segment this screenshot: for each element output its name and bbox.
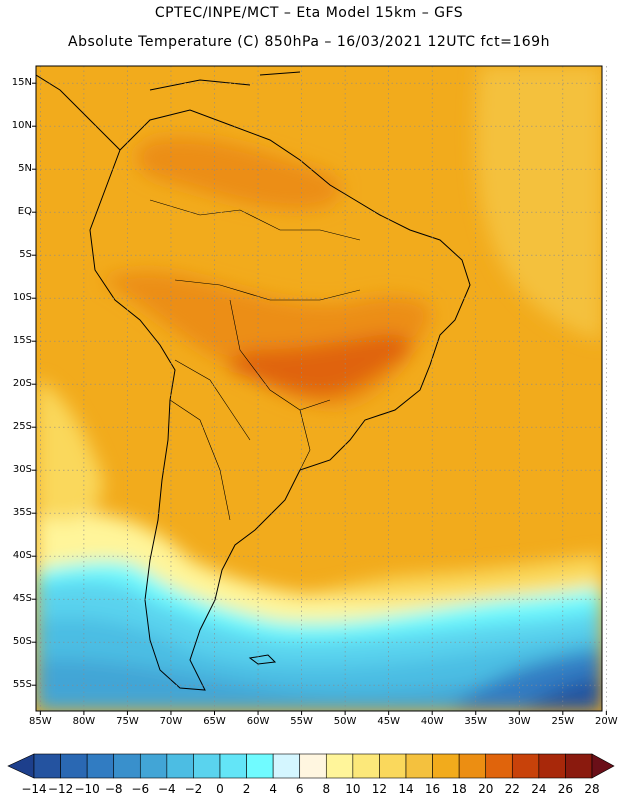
colorbar-label: 10: [345, 782, 361, 796]
colorbar-box: [565, 753, 593, 779]
lon-label: 55W: [290, 716, 313, 727]
title-line-2: Absolute Temperature (C) 850hPa – 16/03/…: [68, 34, 550, 50]
colorbar-label: 18: [451, 782, 467, 796]
lon-label: 50W: [333, 716, 357, 727]
colorbar-box: [405, 753, 433, 779]
colorbar-label: −2: [184, 782, 203, 796]
colorbar-label: 4: [269, 782, 277, 796]
lat-label: 15S: [12, 335, 32, 347]
colorbar-label: 6: [295, 782, 304, 796]
colorbar-box: [379, 753, 407, 779]
map-frame: [35, 65, 603, 712]
title-line-1: CPTEC/INPE/MCT – Eta Model 15km – GFS: [154, 5, 464, 21]
lon-label: 80W: [72, 716, 96, 727]
colorbar-label: 16: [424, 782, 441, 796]
colorbar-label: 28: [584, 782, 600, 796]
lon-label: 20W: [595, 716, 618, 727]
lon-label: 65W: [203, 716, 226, 727]
colorbar-box: [432, 753, 460, 779]
colorbar-label: −8: [104, 782, 123, 796]
lon-label: 45W: [377, 716, 400, 727]
colorbar-box: [113, 753, 141, 779]
country-borders: [149, 199, 361, 521]
colorbar: [7, 753, 615, 779]
colorbar-box: [166, 753, 194, 779]
lat-label: 5N: [18, 163, 32, 175]
colorbar-box: [272, 753, 301, 779]
colorbar-box: [299, 753, 327, 779]
colorbar-label: 8: [322, 782, 331, 796]
lat-label: 35S: [12, 507, 32, 519]
colorbar-box: [60, 753, 88, 779]
colorbar-label: −12: [47, 782, 74, 796]
lon-label: 35W: [464, 716, 488, 727]
colorbar-box: [33, 753, 61, 779]
colorbar-over-triangle: [591, 753, 615, 779]
lat-label: 50S: [12, 636, 32, 648]
lat-label: 55S: [12, 679, 32, 691]
colorbar-box: [538, 753, 566, 779]
colorbar-box: [219, 753, 247, 779]
colorbar-label: 14: [398, 782, 414, 796]
colorbar-box: [86, 753, 115, 779]
lat-label: 5S: [19, 249, 32, 261]
colorbar-label: 2: [242, 782, 251, 796]
lat-label: 10S: [12, 292, 32, 304]
colorbar-label: −6: [131, 782, 150, 796]
caribbean-islands: [149, 71, 301, 91]
colorbar-box: [193, 753, 221, 779]
colorbar-box: [485, 753, 513, 779]
axis-ticks: [32, 82, 607, 715]
lon-label: 60W: [246, 716, 270, 727]
colorbar-label: −14: [21, 782, 47, 796]
falkland-islands: [248, 654, 277, 665]
lon-label: 30W: [507, 716, 531, 727]
lon-label: 75W: [116, 716, 139, 727]
colorbar-box: [139, 753, 168, 779]
colorbar-label: −10: [74, 782, 100, 796]
lat-label: 15N: [11, 77, 32, 89]
colorbar-box: [246, 753, 274, 779]
colorbar-box: [511, 753, 540, 779]
colorbar-label: 0: [216, 782, 224, 796]
colorbar-under-triangle: [7, 753, 35, 779]
lon-label: 70W: [159, 716, 183, 727]
colorbar-label: 20: [478, 782, 494, 796]
colorbar-label: −4: [157, 782, 176, 796]
central-america-outline: [36, 74, 121, 151]
lat-label: 25S: [12, 421, 32, 433]
lat-label: EQ: [17, 206, 32, 218]
colorbar-box: [352, 753, 380, 779]
colorbar-box: [325, 753, 354, 779]
lat-label: 10N: [11, 120, 32, 132]
lat-label: 20S: [12, 378, 32, 390]
lat-label: 45S: [12, 593, 32, 605]
lat-label: 40S: [12, 550, 32, 562]
temperature-field: [36, 66, 602, 711]
colorbar-label: 22: [504, 782, 520, 796]
colorbar-label: 26: [557, 782, 574, 796]
lon-label: 25W: [551, 716, 575, 727]
lon-label: 40W: [420, 716, 444, 727]
colorbar-label: 24: [531, 782, 547, 796]
lat-label: 30S: [12, 464, 32, 476]
colorbar-label: 12: [371, 782, 388, 796]
lon-label: 85W: [29, 716, 52, 727]
colorbar-box: [458, 753, 487, 779]
